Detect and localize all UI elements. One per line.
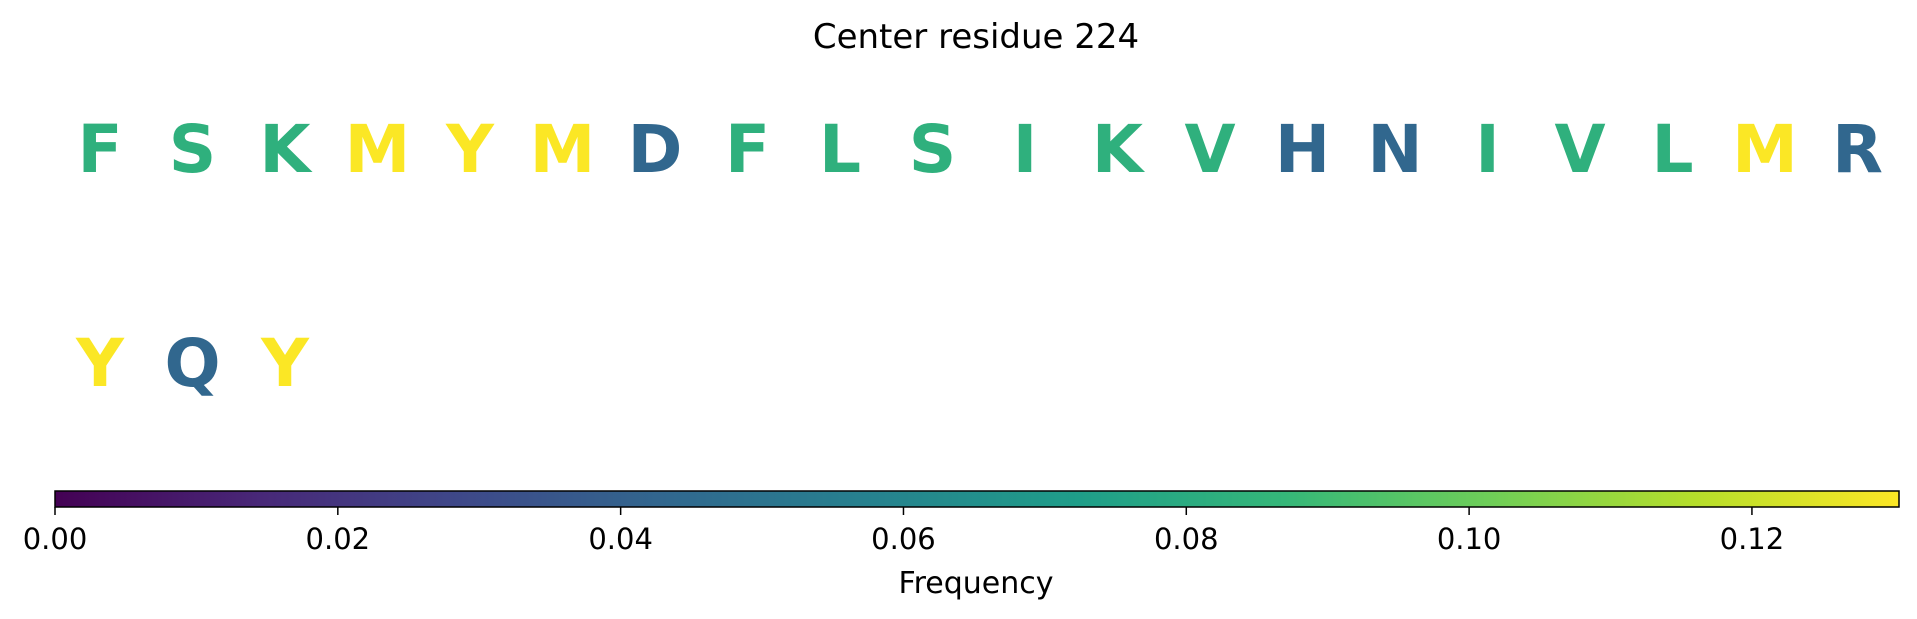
colorbar-tick-label: 0.10 <box>1437 522 1502 556</box>
residue-letter: L <box>819 111 861 188</box>
residue-letter: Y <box>445 111 495 188</box>
residue-letter: I <box>1013 111 1038 188</box>
colorbar-tick-label: 0.04 <box>588 522 653 556</box>
residue-letter: N <box>1367 111 1422 188</box>
residue-letter: Y <box>75 325 125 402</box>
colorbar-tick-label: 0.00 <box>23 522 88 556</box>
residue-letter: K <box>1092 111 1146 188</box>
residue-letter: Y <box>260 325 310 402</box>
residue-letter: I <box>1475 111 1500 188</box>
colorbar-tick-label: 0.06 <box>871 522 936 556</box>
colorbar-tick-label: 0.08 <box>1154 522 1219 556</box>
residue-letter: V <box>1554 111 1605 188</box>
chart-title: Center residue 224 <box>813 17 1139 57</box>
colorbar-tick-label: 0.12 <box>1720 522 1785 556</box>
residue-letter: M <box>345 111 411 188</box>
residue-letter: F <box>77 111 122 188</box>
residue-letter: H <box>1275 111 1330 188</box>
residue-letter: R <box>1832 111 1883 188</box>
colorbar-frame <box>54 490 1900 508</box>
residue-letter: F <box>725 111 770 188</box>
colorbar-tick-label: 0.02 <box>306 522 371 556</box>
residue-letter: D <box>628 111 683 188</box>
residue-letters: F S K M Y M D F L S I K V H N I V L M RY Q Y <box>75 111 1883 402</box>
residue-letter: M <box>1732 111 1798 188</box>
residue-letter: V <box>1184 111 1235 188</box>
residue-letter: S <box>909 111 957 188</box>
residue-letter: Q <box>164 325 220 402</box>
colorbar: 0.00 0.02 0.04 0.06 0.08 0.10 0.12 <box>23 490 1900 556</box>
residue-letter: K <box>259 111 313 188</box>
colorbar-ticks: 0.00 0.02 0.04 0.06 0.08 0.10 0.12 <box>23 507 1785 556</box>
colorbar-label: Frequency <box>899 566 1054 601</box>
residue-letter: M <box>530 111 596 188</box>
residue-letter: S <box>169 111 217 188</box>
colorbar-gradient <box>55 491 1899 507</box>
residue-letter: L <box>1651 111 1693 188</box>
